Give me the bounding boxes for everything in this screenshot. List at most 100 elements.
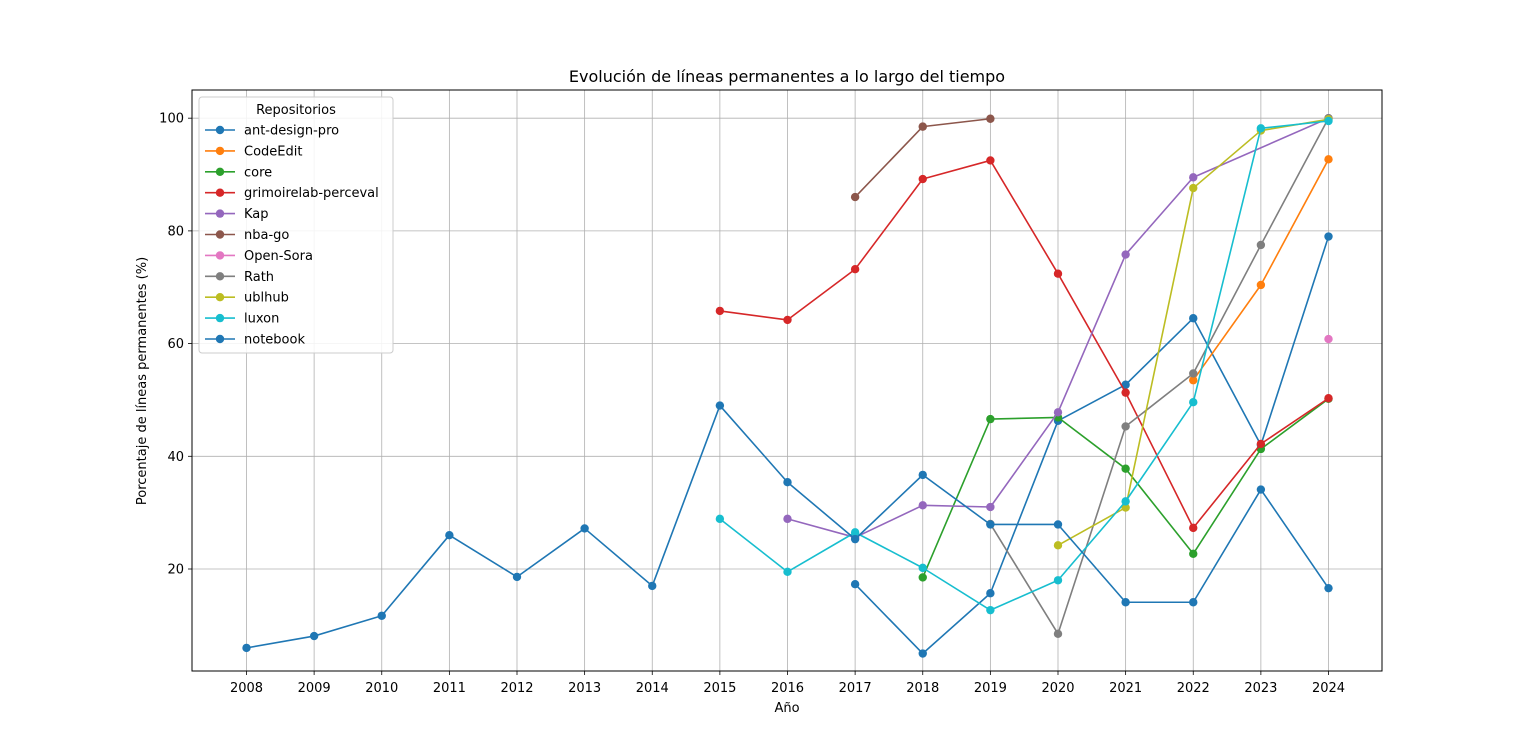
data-point (1324, 116, 1333, 126)
x-tick-label: 2012 (500, 681, 533, 696)
y-tick-label: 100 (159, 112, 184, 127)
legend-label: Kap (244, 207, 269, 222)
data-point (850, 265, 860, 274)
data-point (850, 528, 860, 537)
x-axis-ticks: 2008 2009 2010 2011 2012 2013 2014 2015 2016 2017… (230, 671, 1345, 696)
data-point (1189, 549, 1198, 558)
data-point (783, 478, 792, 487)
data-point (1256, 280, 1266, 290)
data-point (918, 563, 927, 573)
data-point (1053, 269, 1063, 278)
legend-swatch-marker (215, 251, 225, 260)
y-tick-label: 60 (167, 337, 184, 352)
series-nba-go (850, 114, 995, 202)
data-point (1121, 388, 1130, 397)
legend-swatch-marker (215, 209, 225, 218)
x-tick-label: 2016 (771, 681, 804, 696)
legend-label: core (244, 165, 272, 180)
legend-swatch-marker (215, 334, 225, 344)
legend-item: CodeEdit (205, 144, 302, 159)
legend-label: ublhub (244, 291, 289, 306)
x-tick-label: 2018 (906, 681, 939, 696)
legend-title: Repositorios (256, 103, 336, 118)
data-point (1189, 598, 1198, 607)
data-point (1324, 394, 1333, 403)
data-point (1324, 334, 1333, 344)
data-point (1324, 155, 1333, 164)
data-point (1189, 314, 1198, 323)
legend-swatch-marker (215, 125, 225, 135)
x-tick-label: 2010 (365, 681, 398, 696)
data-point (918, 122, 927, 131)
data-point (783, 315, 792, 325)
data-point (918, 573, 927, 582)
data-point (715, 514, 725, 524)
series-line (719, 120, 1329, 611)
legend-label: grimoirelab-perceval (244, 186, 379, 201)
data-point (1189, 397, 1198, 407)
x-tick-label: 2014 (636, 681, 669, 696)
data-point (918, 501, 927, 510)
data-point (986, 520, 995, 529)
x-tick-label: 2013 (568, 681, 601, 696)
legend-label: Open-Sora (244, 249, 313, 264)
data-point (648, 581, 657, 591)
legend-item: nba-go (205, 228, 289, 243)
data-point (1189, 523, 1198, 533)
data-point (918, 649, 927, 658)
legend-swatch-marker (215, 230, 225, 239)
data-point (242, 643, 251, 653)
series-notebook (242, 401, 1333, 653)
data-point (918, 470, 927, 480)
y-axis-ticks: 20 40 60 80 100 (159, 112, 192, 578)
data-point (783, 514, 792, 524)
x-tick-label: 2015 (703, 681, 736, 696)
data-point (986, 114, 995, 123)
data-point (1053, 541, 1063, 550)
series-line (989, 117, 1330, 635)
legend-item: notebook (205, 333, 305, 348)
legend-items: ant-design-pro CodeEdit core grimoirelab-pe… (205, 124, 379, 348)
data-point (1256, 439, 1266, 449)
legend-item: Open-Sora (205, 249, 313, 264)
data-point (850, 534, 860, 544)
data-point (850, 580, 860, 589)
legend-label: luxon (244, 312, 279, 327)
x-tick-label: 2008 (230, 681, 263, 696)
data-point (986, 589, 995, 598)
data-point (1053, 408, 1063, 417)
legend-label: ant-design-pro (244, 124, 339, 139)
series-line (854, 236, 1330, 655)
data-point (1324, 232, 1333, 241)
x-tick-label: 2019 (974, 681, 1007, 696)
legend-swatch-marker (215, 188, 225, 197)
series-rath (986, 113, 1333, 639)
data-point (1189, 183, 1198, 193)
data-point (986, 414, 995, 424)
data-point (1256, 124, 1266, 133)
data-point (1189, 173, 1198, 182)
plot-area-frame (191, 89, 1383, 672)
series-open-sora (1324, 334, 1333, 344)
legend-swatch-marker (215, 293, 225, 302)
x-tick-label: 2020 (1041, 681, 1074, 696)
data-point (783, 567, 792, 577)
legend-label: CodeEdit (244, 144, 302, 159)
data-point (715, 401, 725, 410)
series-line (719, 159, 1329, 529)
data-point (309, 631, 319, 641)
legend-swatch-marker (215, 313, 225, 323)
data-point (445, 530, 454, 540)
y-tick-label: 80 (167, 224, 184, 239)
data-point (850, 192, 860, 202)
legend-label: notebook (244, 333, 305, 348)
data-point (1053, 576, 1063, 585)
data-point (1121, 497, 1130, 506)
series-codeedit (1189, 155, 1333, 385)
data-point (1189, 369, 1198, 378)
data-point (1256, 240, 1266, 250)
x-axis-label: Año (774, 701, 799, 716)
x-tick-label: 2017 (839, 681, 872, 696)
legend-item: Rath (205, 270, 274, 285)
